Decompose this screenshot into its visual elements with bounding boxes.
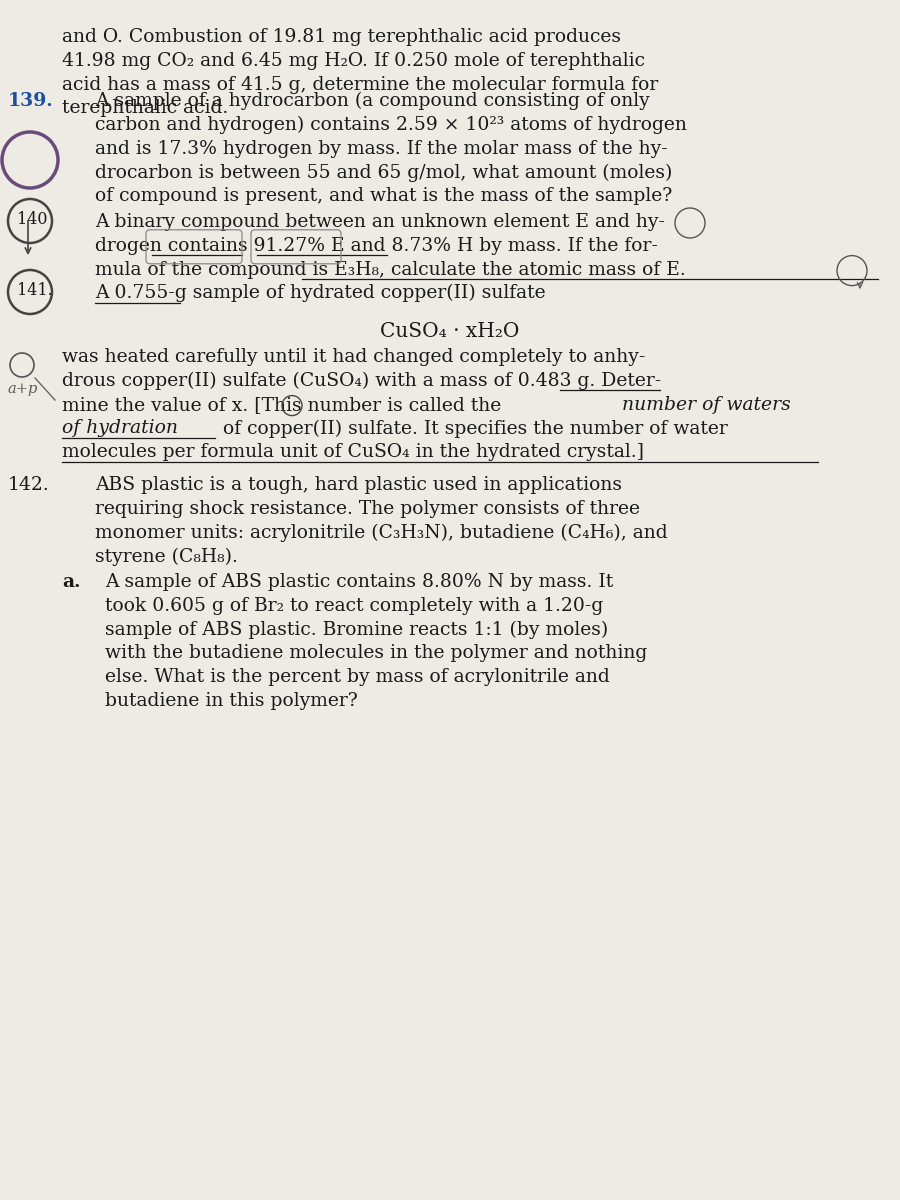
Text: A 0.755-g sample of hydrated copper(II) sulfate: A 0.755-g sample of hydrated copper(II) …: [95, 284, 545, 302]
Text: mine the value of x. [This number is called the: mine the value of x. [This number is cal…: [62, 396, 508, 414]
Text: of hydration: of hydration: [62, 420, 178, 438]
Text: was heated carefully until it had changed completely to anhy-: was heated carefully until it had change…: [62, 348, 645, 366]
Text: number of waters: number of waters: [622, 396, 791, 414]
Text: butadiene in this polymer?: butadiene in this polymer?: [105, 692, 358, 710]
Text: and O. Combustion of 19.81 mg terephthalic acid produces: and O. Combustion of 19.81 mg terephthal…: [62, 28, 621, 46]
Text: took 0.605 g of Br₂ to react completely with a 1.20-g: took 0.605 g of Br₂ to react completely …: [105, 596, 603, 614]
Text: A sample of ABS plastic contains 8.80% N by mass. It: A sample of ABS plastic contains 8.80% N…: [105, 572, 613, 590]
Text: of copper(II) sulfate. It specifies the number of water: of copper(II) sulfate. It specifies the …: [217, 420, 728, 438]
Text: acid has a mass of 41.5 g, determine the molecular formula for: acid has a mass of 41.5 g, determine the…: [62, 76, 658, 94]
Text: 41.98 mg CO₂ and 6.45 mg H₂O. If 0.250 mole of terephthalic: 41.98 mg CO₂ and 6.45 mg H₂O. If 0.250 m…: [62, 52, 645, 70]
Text: a+p: a+p: [8, 382, 39, 396]
Text: number of waters: number of waters: [622, 396, 791, 414]
Text: styrene (C₈H₈).: styrene (C₈H₈).: [95, 547, 238, 565]
Text: 140: 140: [17, 211, 48, 228]
Text: and is 17.3% hydrogen by mass. If the molar mass of the hy-: and is 17.3% hydrogen by mass. If the mo…: [95, 139, 668, 157]
Text: requiring shock resistance. The polymer consists of three: requiring shock resistance. The polymer …: [95, 499, 640, 517]
Text: of hydration: of hydration: [62, 420, 178, 438]
Text: CuSO₄ · xH₂O: CuSO₄ · xH₂O: [381, 322, 519, 341]
Text: sample of ABS plastic. Bromine reacts 1:1 (by moles): sample of ABS plastic. Bromine reacts 1:…: [105, 620, 608, 638]
Text: A binary compound between an unknown element E and hy-: A binary compound between an unknown ele…: [95, 214, 665, 230]
Text: 142.: 142.: [8, 476, 50, 494]
Text: mine the value of x. [This number is called the: mine the value of x. [This number is cal…: [62, 396, 508, 414]
Text: 139.: 139.: [8, 92, 54, 110]
Text: of hydration of copper(II) sulfate. It specifies the number of water: of hydration of copper(II) sulfate. It s…: [62, 420, 688, 438]
Text: a.: a.: [62, 572, 80, 590]
Text: drocarbon is between 55 and 65 g/mol, what amount (moles): drocarbon is between 55 and 65 g/mol, wh…: [95, 163, 672, 181]
Text: mula of the compound is E₃H₈, calculate the atomic mass of E.: mula of the compound is E₃H₈, calculate …: [95, 260, 686, 278]
Text: monomer units: acrylonitrile (C₃H₃N), butadiene (C₄H₆), and: monomer units: acrylonitrile (C₃H₃N), bu…: [95, 523, 668, 542]
Text: A sample of a hydrocarbon (a compound consisting of only: A sample of a hydrocarbon (a compound co…: [95, 92, 650, 110]
Text: 141.: 141.: [17, 282, 53, 299]
Text: with the butadiene molecules in the polymer and nothing: with the butadiene molecules in the poly…: [105, 644, 647, 662]
Text: mine the value of x. [This number is called the number of waters: mine the value of x. [This number is cal…: [62, 396, 675, 414]
Bar: [57, 391, 895, 418]
Text: terephthalic acid.: terephthalic acid.: [62, 100, 229, 118]
Text: of compound is present, and what is the mass of the sample?: of compound is present, and what is the …: [95, 187, 672, 205]
Text: carbon and hydrogen) contains 2.59 × 10²³ atoms of hydrogen: carbon and hydrogen) contains 2.59 × 10²…: [95, 115, 687, 134]
Bar: [57, 415, 895, 442]
Text: of copper(II) sulfate. It specifies the number of water: of copper(II) sulfate. It specifies the …: [217, 420, 728, 438]
Text: else. What is the percent by mass of acrylonitrile and: else. What is the percent by mass of acr…: [105, 668, 610, 686]
Text: drogen contains 91.27% E and 8.73% H by mass. If the for-: drogen contains 91.27% E and 8.73% H by …: [95, 236, 658, 254]
Text: drous copper(II) sulfate (CuSO₄) with a mass of 0.483 g. Deter-: drous copper(II) sulfate (CuSO₄) with a …: [62, 372, 662, 390]
Text: ABS plastic is a tough, hard plastic used in applications: ABS plastic is a tough, hard plastic use…: [95, 476, 622, 494]
Text: molecules per formula unit of CuSO₄ in the hydrated crystal.]: molecules per formula unit of CuSO₄ in t…: [62, 443, 644, 461]
